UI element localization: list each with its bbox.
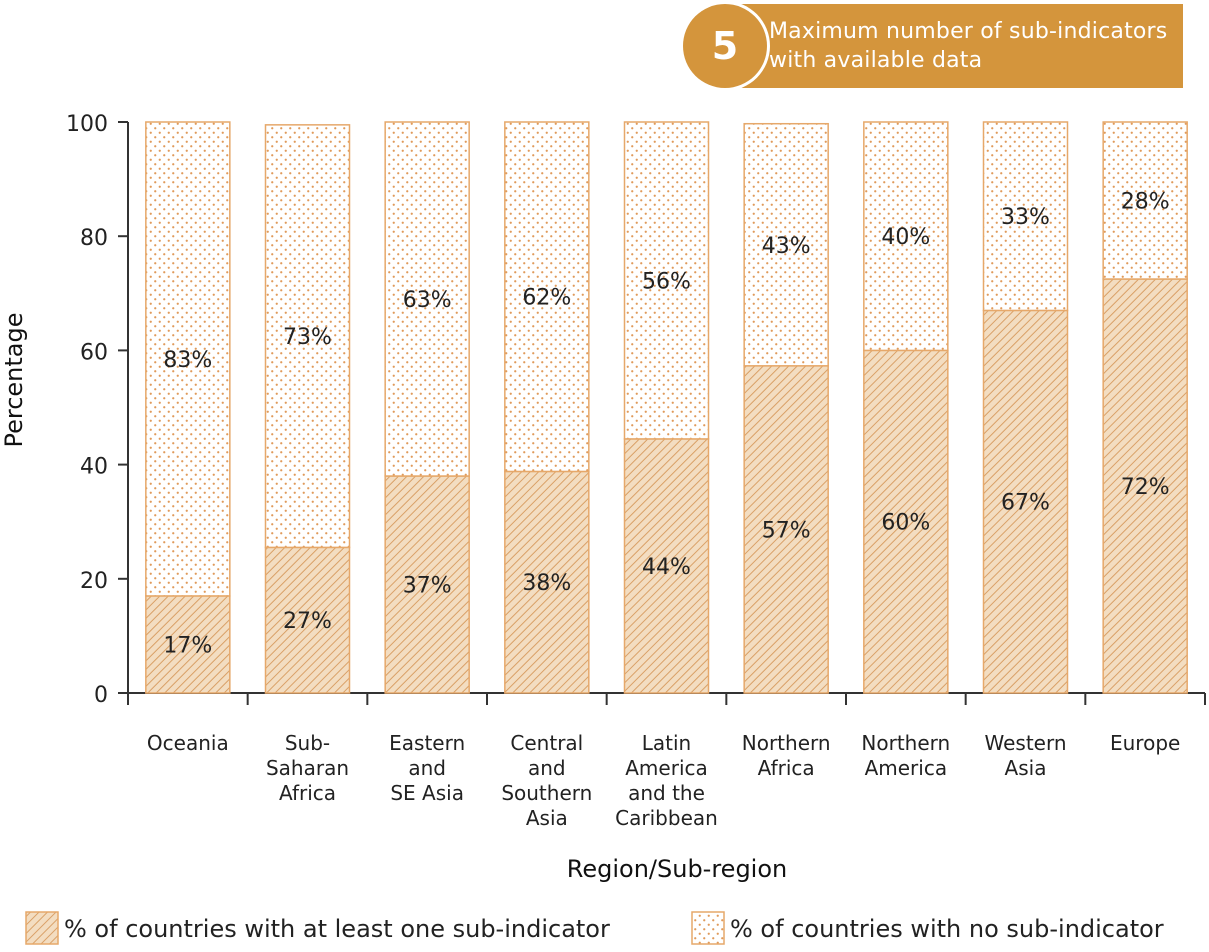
x-tick-label: Saharan (266, 756, 349, 780)
value-label-no-sub-indicator: 28% (1121, 190, 1170, 215)
bar-no-sub-indicator (982, 121, 1069, 312)
labels: 17%83%Oceania27%73%Sub-SaharanAfrica37%6… (147, 190, 1180, 830)
bar-at-least-one (384, 475, 470, 694)
value-label-at-least-one: 37% (403, 574, 452, 599)
x-tick-label: Latin (642, 731, 691, 755)
bar-no-sub-indicator (264, 124, 351, 549)
value-label-no-sub-indicator: 73% (283, 325, 332, 350)
x-tick-label: America (625, 756, 708, 780)
x-axis-title: Region/Sub-region (567, 855, 788, 883)
y-tick-label: 60 (80, 340, 108, 365)
value-label-no-sub-indicator: 83% (163, 348, 212, 373)
x-tick-label: Central (510, 731, 583, 755)
bar-no-sub-indicator (863, 121, 949, 352)
bar-at-least-one (743, 365, 829, 694)
bar-at-least-one (982, 309, 1069, 694)
x-tick-label: Africa (279, 781, 336, 805)
value-label-no-sub-indicator: 40% (881, 225, 930, 250)
banner-number: 5 (711, 24, 739, 68)
x-tick-label: Europe (1110, 731, 1180, 755)
x-tick-label: Caribbean (615, 806, 718, 830)
value-label-at-least-one: 67% (1001, 491, 1050, 516)
y-tick-label: 0 (94, 683, 108, 708)
x-tick-label: Eastern (389, 731, 465, 755)
value-label-no-sub-indicator: 43% (762, 234, 811, 259)
value-label-no-sub-indicator: 33% (1001, 205, 1050, 230)
x-tick-label: Asia (526, 806, 568, 830)
bar-at-least-one (863, 349, 949, 694)
y-tick-label: 80 (80, 226, 108, 251)
bar-no-sub-indicator (743, 122, 829, 367)
banner-bar (735, 4, 1183, 88)
x-tick-label: and (408, 756, 446, 780)
bar-at-least-one (1102, 278, 1188, 694)
x-tick-label: Northern (742, 731, 831, 755)
legend-swatch (691, 911, 725, 945)
x-tick-label: Sub- (285, 731, 330, 755)
legend-swatch (25, 911, 59, 945)
bar-at-least-one (623, 438, 710, 694)
y-axis-title: Percentage (0, 312, 28, 447)
bar-at-least-one (504, 470, 590, 694)
value-label-at-least-one: 57% (762, 518, 811, 543)
value-label-at-least-one: 60% (881, 511, 930, 536)
y-tick-label: 40 (80, 455, 108, 480)
x-tick-label: Southern (501, 781, 592, 805)
legend-label: % of countries with at least one sub-ind… (64, 915, 610, 943)
value-label-at-least-one: 17% (163, 633, 212, 658)
y-tick-label: 100 (66, 112, 108, 137)
bars (145, 121, 1188, 694)
x-tick-label: and the (628, 781, 705, 805)
banner-text-line1: Maximum number of sub-indicators (769, 19, 1168, 44)
x-tick-label: Africa (758, 756, 815, 780)
value-label-no-sub-indicator: 62% (522, 286, 571, 311)
legend-label: % of countries with no sub-indicator (730, 915, 1164, 943)
bar-no-sub-indicator (1102, 121, 1188, 280)
bar-no-sub-indicator (623, 121, 710, 440)
x-tick-label: Northern (861, 731, 950, 755)
x-tick-label: America (865, 756, 948, 780)
value-label-no-sub-indicator: 63% (403, 288, 452, 313)
bar-no-sub-indicator (384, 121, 470, 477)
banner-text-line2: with available data (769, 48, 983, 73)
value-label-at-least-one: 44% (642, 555, 691, 580)
value-label-no-sub-indicator: 56% (642, 269, 691, 294)
bar-at-least-one (264, 546, 351, 694)
value-label-at-least-one: 27% (283, 609, 332, 634)
y-tick-label: 20 (80, 569, 108, 594)
value-label-at-least-one: 38% (522, 571, 571, 596)
value-label-at-least-one: 72% (1121, 475, 1170, 500)
x-tick-label: and (528, 756, 566, 780)
legend: % of countries with at least one sub-ind… (25, 911, 1164, 945)
bar-no-sub-indicator (145, 121, 231, 597)
banner-number-badge: 5 (683, 4, 767, 88)
bar-at-least-one (145, 595, 231, 694)
x-tick-label: Western (984, 731, 1066, 755)
x-tick-label: Asia (1005, 756, 1047, 780)
banner-text: Maximum number of sub-indicators with av… (769, 17, 1167, 75)
bar-no-sub-indicator (504, 121, 590, 473)
x-tick-label: SE Asia (390, 781, 464, 805)
x-tick-label: Oceania (147, 731, 229, 755)
indicator-banner: 5 Maximum number of sub-indicators with … (683, 4, 1183, 88)
